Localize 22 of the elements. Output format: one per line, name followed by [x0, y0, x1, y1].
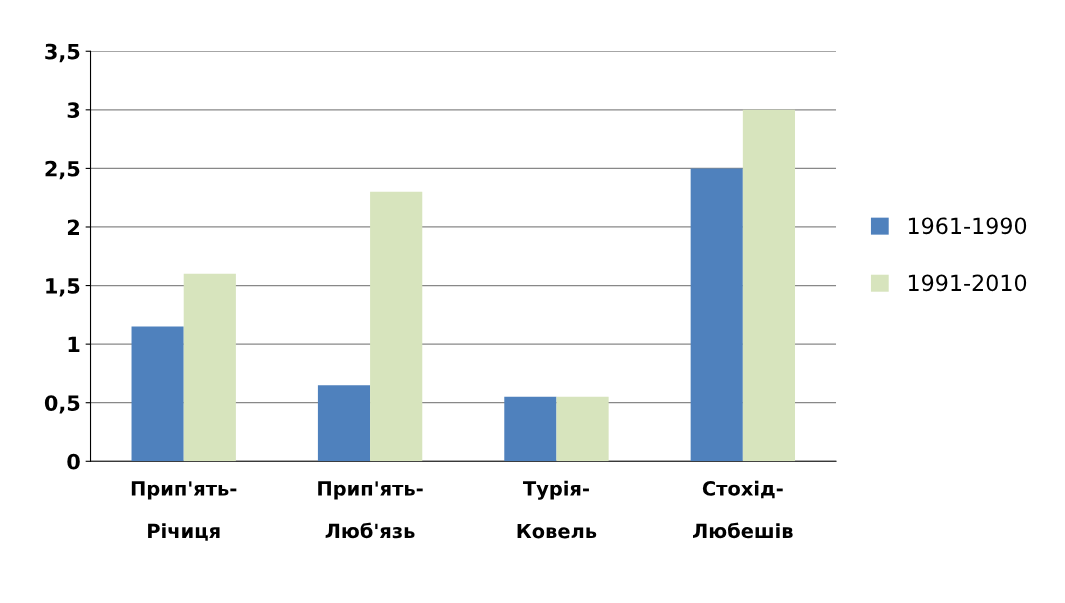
category-label: Турія- Ковель: [517, 480, 597, 539]
y-tick-label: 1: [68, 336, 80, 353]
y-tick-label: 0: [67, 453, 80, 470]
y-tick-label: 3,5: [45, 43, 80, 63]
bar: [556, 396, 609, 462]
x-tick-label: Прип'ять- Люб'язь: [318, 481, 423, 539]
bar: [131, 326, 184, 462]
legend-label: 1991-2010: [908, 274, 1027, 292]
category-label: Стохід- Любешів: [693, 480, 793, 539]
y-tick-label: 1,5: [46, 278, 80, 297]
legend-label: 1961-1990: [908, 217, 1027, 235]
y-tick-label: 2,5: [45, 160, 80, 180]
bar: [690, 168, 743, 462]
bar: [370, 191, 423, 462]
y-tick-label: 3: [67, 102, 80, 119]
category-label: Прип'ять- Річиця: [131, 481, 237, 541]
y-tick-label: 0,5: [44, 395, 80, 414]
bar: [183, 273, 236, 462]
bar: [317, 385, 371, 462]
y-tick-label: 2: [67, 219, 79, 235]
bar: [742, 109, 796, 462]
bar: [504, 396, 557, 462]
